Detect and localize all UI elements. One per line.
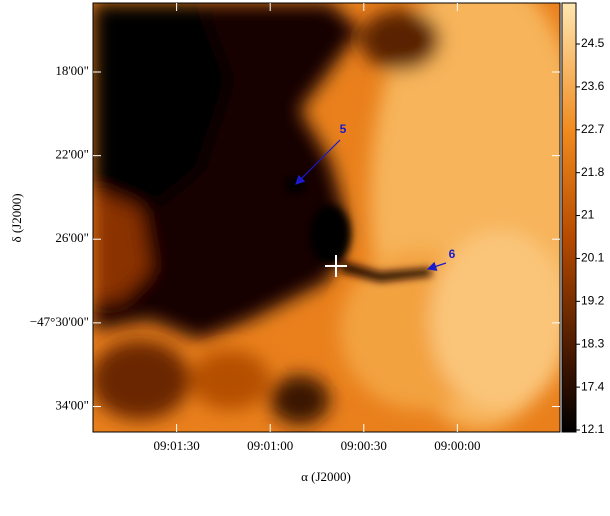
y-tick-label: 26'00" xyxy=(55,230,89,245)
y-tick-label: −47°30'00" xyxy=(30,314,89,329)
arrow xyxy=(295,139,341,185)
x-tick-label: 09:00:00 xyxy=(434,438,480,453)
image xyxy=(93,3,560,432)
frame xyxy=(92,2,561,433)
x-tick-label: 09:00:30 xyxy=(341,438,387,453)
annotation: 6 xyxy=(449,247,456,261)
x-tick-label: 09:01:00 xyxy=(247,438,293,453)
colorbar-tick-label: 24.5 xyxy=(581,36,605,50)
arrow xyxy=(426,261,447,271)
colorbar-tick-label: 23.6 xyxy=(581,79,605,93)
annotation: 5 xyxy=(340,122,347,136)
colorbar-tick-label: 17.4 xyxy=(581,379,605,393)
colorbar-tick-label: 12.1 xyxy=(581,422,605,436)
colorbar-tick-label: 21.8 xyxy=(581,165,605,179)
x-tick-label: 09:01:30 xyxy=(153,438,199,453)
colorbar-tick-label: 22.7 xyxy=(581,122,605,136)
colorbar-tick-label: 18.3 xyxy=(581,336,605,350)
colorbar: 12.1 17.4 18.3 19.2 20.1 21 21.8 22.7 23.6 24.5 xyxy=(561,2,605,436)
colorbar-tick-label: 19.2 xyxy=(581,294,605,308)
x-axis-label: α (J2000) xyxy=(301,469,351,484)
y-tick-label: 22'00" xyxy=(55,147,89,162)
colorbar-tick-label: 21 xyxy=(581,208,595,222)
colorbar-tick-label: 20.1 xyxy=(581,251,605,265)
y-tick-label: 18'00" xyxy=(55,63,89,78)
y-axis-label: δ (J2000) xyxy=(9,193,24,242)
y-tick-label: 34'00" xyxy=(55,398,89,413)
colorbar-bar xyxy=(561,2,577,433)
